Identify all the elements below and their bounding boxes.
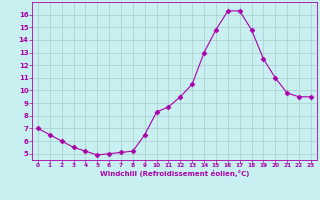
X-axis label: Windchill (Refroidissement éolien,°C): Windchill (Refroidissement éolien,°C) <box>100 170 249 177</box>
